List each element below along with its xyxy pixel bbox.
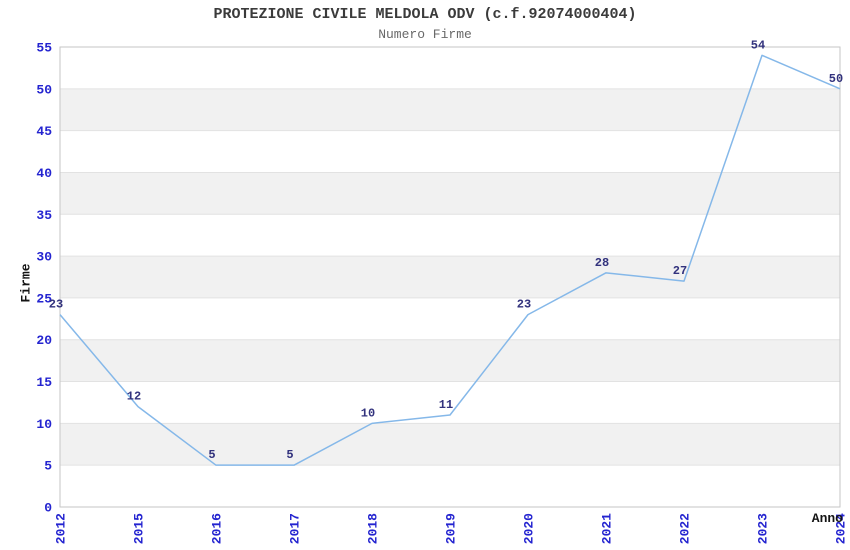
x-tick-label: 2017 (288, 513, 303, 544)
x-tick-label: 2024 (834, 513, 849, 544)
y-tick-label: 5 (44, 459, 52, 474)
y-tick-label: 10 (36, 417, 52, 432)
x-tick-label: 2018 (366, 513, 381, 544)
y-tick-label: 50 (36, 82, 52, 97)
x-tick-label: 2015 (132, 513, 147, 544)
plot-band (60, 256, 840, 298)
y-axis-title: Firme (18, 263, 34, 303)
y-tick-label: 30 (36, 250, 52, 265)
y-tick-label: 20 (36, 333, 52, 348)
data-point-label: 10 (361, 406, 375, 420)
data-point-label: 5 (286, 448, 293, 462)
plot-band (60, 339, 840, 382)
plot-border (59, 46, 841, 508)
x-tick-label: 2022 (678, 513, 693, 544)
x-tick-label: 2021 (600, 513, 615, 544)
x-axis-title: Anno (811, 511, 843, 526)
x-tick-label: 2016 (210, 513, 225, 544)
data-point-label: 23 (517, 298, 531, 312)
data-point-label: 54 (751, 38, 765, 52)
chart-subtitle: Numero Firme (378, 27, 472, 42)
y-tick-label: 25 (36, 291, 52, 306)
data-point-label: 50 (829, 72, 843, 86)
y-tick-label: 15 (36, 375, 52, 390)
y-tick-label: 40 (36, 166, 52, 181)
y-tick-label: 45 (36, 124, 52, 139)
data-point-label: 23 (49, 298, 63, 312)
data-point-label: 27 (673, 264, 687, 278)
y-tick-label: 55 (36, 41, 52, 56)
data-point-label: 12 (127, 390, 141, 404)
data-line (59, 54, 841, 466)
data-point-label: 11 (439, 398, 453, 412)
x-tick-label: 2019 (444, 513, 459, 544)
y-tick-label: 0 (44, 501, 52, 516)
plot-band (60, 88, 840, 131)
y-tick-label: 35 (36, 208, 52, 223)
data-point-label: 5 (208, 448, 215, 462)
x-tick-label: 2023 (756, 513, 771, 544)
x-tick-label: 2012 (54, 513, 69, 544)
chart-title: PROTEZIONE CIVILE MELDOLA ODV (c.f.92074… (213, 6, 637, 23)
data-point-label: 28 (595, 256, 609, 270)
plot-band (60, 172, 840, 215)
x-tick-label: 2020 (522, 513, 537, 544)
plot-band (60, 423, 840, 466)
